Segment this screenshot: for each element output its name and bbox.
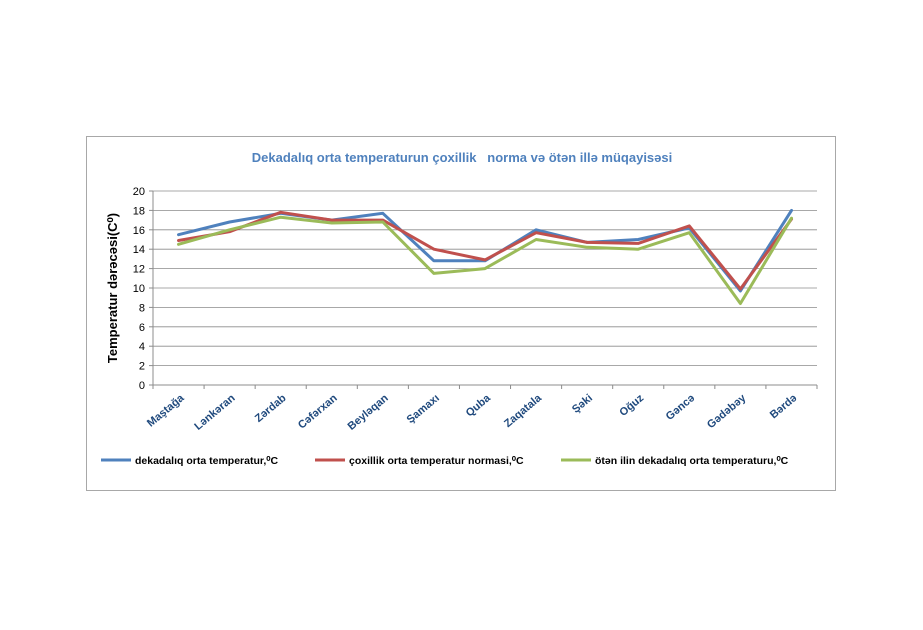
y-axis-ticks: 0 2 4 6 8 10 12 14 16 18 20 [133, 186, 145, 392]
x-tick-label: Quba [464, 392, 494, 420]
chart-frame: Dekadalıq orta temperaturun çoxillik nor… [86, 136, 836, 491]
x-tick-label: Cəfərxan [296, 392, 340, 432]
line-chart: Dekadalıq orta temperaturun çoxillik nor… [101, 150, 818, 467]
y-tick-label: 16 [133, 225, 145, 237]
y-tick-label: 18 [133, 205, 145, 217]
y-tick-label: 6 [139, 322, 145, 334]
series-line-1 [177, 208, 793, 293]
y-tick-label: 12 [133, 264, 145, 276]
x-tick-label: Gəncə [664, 392, 697, 423]
y-tick-label: 2 [139, 361, 145, 373]
y-tick-label: 0 [139, 380, 145, 392]
y-axis-label: Temperatur dərəcəsi(C⁰) [105, 213, 120, 363]
x-axis-ticks: Maştağa Lənkəran Zərdab Cəfərxan Beyləqan Şam… [145, 385, 818, 433]
x-tick-label: Bərdə [768, 392, 800, 421]
y-tick-label: 10 [133, 283, 145, 295]
y-tick-label: 8 [139, 302, 145, 314]
y-tick-label: 14 [133, 244, 145, 256]
x-tick-label: Zərdab [253, 392, 289, 425]
y-tick-label: 20 [133, 186, 145, 198]
series-lines [177, 208, 793, 305]
x-tick-label: Maştağa [145, 392, 187, 430]
y-tick-label: 4 [139, 341, 145, 353]
legend-label: çoxillik orta temperatur normasi,⁰C [349, 455, 524, 467]
legend: dekadalıq orta temperatur,⁰C çoxillik ort… [101, 455, 789, 467]
x-tick-label: Beyləqan [346, 392, 391, 433]
x-tick-label: Gədəbəy [705, 392, 749, 432]
x-tick-label: Zaqatala [502, 392, 545, 430]
x-tick-label: Şamaxı [405, 392, 442, 426]
x-tick-label: Oğuz [617, 392, 646, 419]
legend-label: dekadalıq orta temperatur,⁰C [135, 455, 279, 467]
x-tick-label: Lənkəran [192, 392, 237, 433]
chart-title: Dekadalıq orta temperaturun çoxillik nor… [252, 150, 672, 165]
legend-label: ötən ilin dekadalıq orta temperaturu,⁰C [595, 455, 789, 467]
x-tick-label: Şəki [570, 392, 595, 416]
series-line-2 [177, 210, 793, 291]
